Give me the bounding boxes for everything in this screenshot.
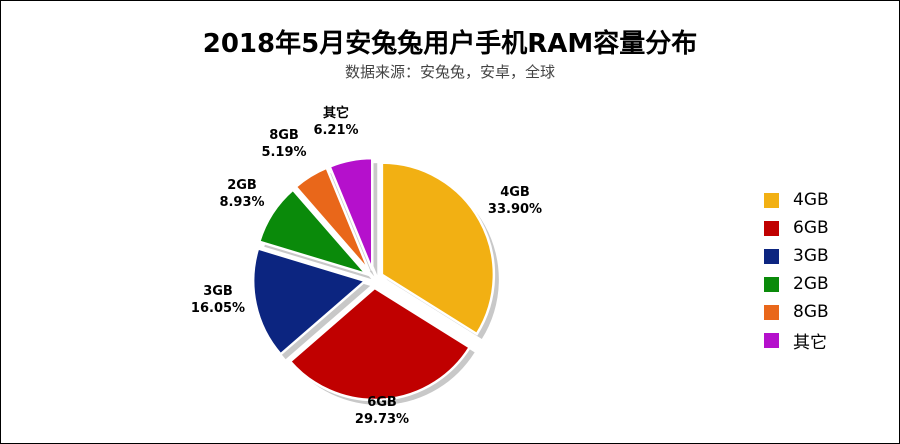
slice-category-label: 2GB <box>227 178 257 193</box>
pie-slice-5 <box>328 156 374 271</box>
slice-category-label: 8GB <box>269 128 299 143</box>
chart-title: 2018年5月安兔兔用户手机RAM容量分布 <box>202 29 698 59</box>
pie-slice-3 <box>257 187 371 277</box>
slice-category-label: 6GB <box>367 395 397 410</box>
legend-label: 3GB <box>793 246 829 266</box>
pie-slice-0 <box>380 161 496 336</box>
slice-value-label: 16.05% <box>191 301 245 316</box>
pie-slices <box>251 156 496 402</box>
legend-item: 3GB <box>764 242 829 270</box>
legend-label: 8GB <box>793 302 829 322</box>
slice-value-label: 6.21% <box>313 123 358 138</box>
legend-item: 8GB <box>764 298 829 326</box>
legend-label: 4GB <box>793 190 829 210</box>
legend-swatch <box>764 192 779 208</box>
legend-swatch <box>764 220 779 236</box>
legend-swatch <box>764 332 779 348</box>
chart-subtitle: 数据来源：安兔兔，安卓，全球 <box>344 63 555 81</box>
legend-label: 6GB <box>793 218 829 238</box>
slice-category-label: 4GB <box>500 185 530 200</box>
slice-category-label: 3GB <box>203 284 233 299</box>
legend-swatch <box>764 304 779 320</box>
legend-swatch <box>764 276 779 292</box>
slice-value-label: 29.73% <box>355 412 409 427</box>
pie-slice-4 <box>293 166 371 273</box>
pie-slice-2 <box>251 246 368 357</box>
legend-item: 4GB <box>764 186 829 214</box>
slice-category-label: 其它 <box>323 105 349 121</box>
legend-label: 2GB <box>793 274 829 294</box>
legend-swatch <box>764 248 779 264</box>
slice-value-label: 33.90% <box>488 202 542 217</box>
slice-value-label: 5.19% <box>261 145 306 160</box>
pie-slice-1 <box>288 286 472 402</box>
slice-value-label: 8.93% <box>219 195 264 210</box>
chart-legend: 4GB 6GB 3GB 2GB 8GB 其它 <box>764 186 829 354</box>
legend-label: 其它 <box>793 332 827 353</box>
legend-item: 6GB <box>764 214 829 242</box>
legend-item: 其它 <box>764 326 829 354</box>
legend-item: 2GB <box>764 270 829 298</box>
